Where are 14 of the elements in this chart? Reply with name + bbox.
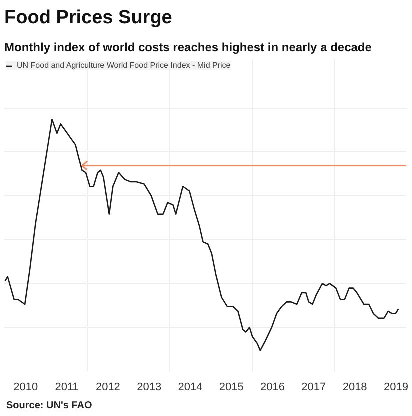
x-tick-label: 2013 bbox=[137, 382, 162, 394]
x-tick-label: 2012 bbox=[96, 382, 120, 394]
chart-title: Food Prices Surge bbox=[4, 8, 172, 28]
x-tick-label: 2016 bbox=[260, 382, 286, 394]
x-tick-label: 2018 bbox=[342, 382, 368, 394]
x-tick-label: 2011 bbox=[55, 382, 79, 394]
x-tick-label: 2014 bbox=[178, 382, 203, 394]
chart-subtitle: Monthly index of world costs reaches highest in nearly a decade bbox=[4, 40, 372, 54]
x-tick-label: 2015 bbox=[219, 382, 244, 394]
source-note: Source: UN's FAO bbox=[6, 400, 92, 412]
x-tick-label: 2019 bbox=[384, 382, 408, 394]
x-tick-label: 2010 bbox=[14, 382, 38, 394]
x-tick-label: 2017 bbox=[302, 382, 326, 394]
legend-label: UN Food and Agriculture World Food Price Index - Mid Price bbox=[17, 61, 231, 70]
